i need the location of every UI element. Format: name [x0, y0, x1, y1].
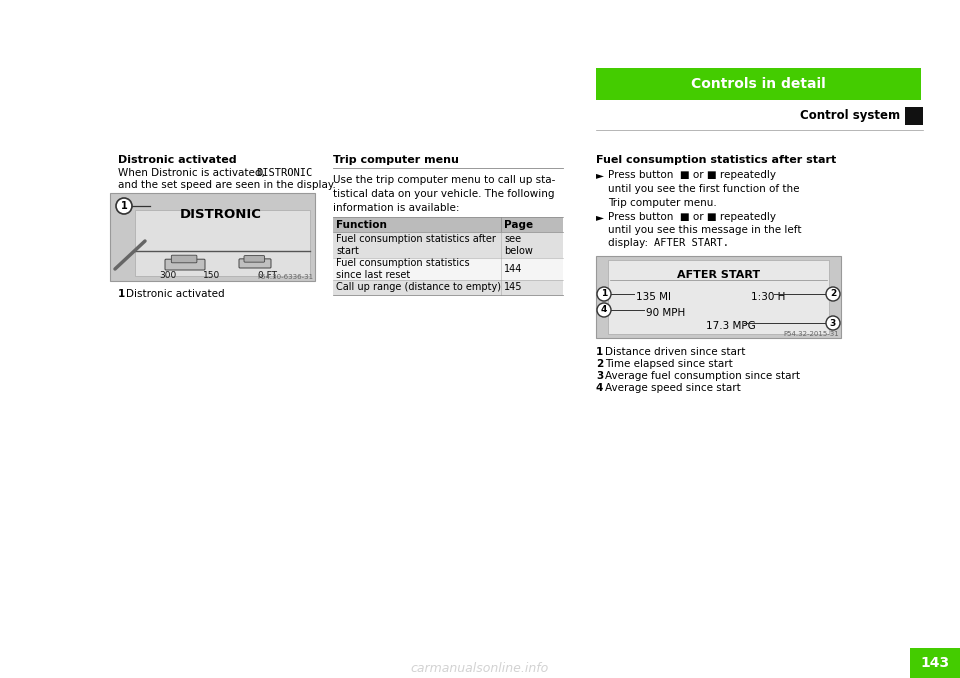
Text: When Distronic is activated,: When Distronic is activated, — [118, 168, 268, 178]
Bar — [333, 217, 563, 232]
Text: Press button  ■ or ■ repeatedly: Press button ■ or ■ repeatedly — [608, 212, 776, 222]
Text: ►: ► — [596, 212, 604, 222]
FancyBboxPatch shape — [239, 259, 271, 268]
Text: and the set speed are seen in the display.: and the set speed are seen in the displa… — [118, 180, 336, 190]
FancyBboxPatch shape — [244, 256, 265, 262]
Bar — [333, 280, 563, 295]
Text: P54.30-6336-31: P54.30-6336-31 — [257, 274, 313, 280]
Text: 300: 300 — [159, 271, 177, 280]
Text: 135 MI: 135 MI — [636, 292, 671, 302]
Text: 2: 2 — [829, 290, 836, 298]
Circle shape — [597, 303, 611, 317]
Text: Fuel consumption statistics after start: Fuel consumption statistics after start — [596, 155, 836, 165]
Text: DISTRONIC: DISTRONIC — [180, 208, 261, 221]
Bar — [333, 232, 563, 258]
Text: Call up range (distance to empty): Call up range (distance to empty) — [336, 283, 501, 292]
Text: 4: 4 — [596, 383, 604, 393]
Text: 1: 1 — [601, 290, 607, 298]
Text: Use the trip computer menu to call up sta-
tistical data on your vehicle. The fo: Use the trip computer menu to call up st… — [333, 175, 556, 213]
Text: display:: display: — [608, 238, 652, 248]
Text: ►: ► — [596, 170, 604, 180]
Text: DISTRONIC: DISTRONIC — [256, 168, 312, 178]
Text: 150: 150 — [204, 271, 221, 280]
Text: 4: 4 — [601, 306, 607, 315]
Text: see
below: see below — [504, 234, 533, 256]
Bar — [135, 210, 310, 276]
Text: 17.3 MPG: 17.3 MPG — [706, 321, 756, 331]
Bar — [333, 258, 563, 280]
Text: 144: 144 — [504, 264, 522, 274]
Circle shape — [597, 287, 611, 301]
Text: Press button  ■ or ■ repeatedly
until you see the first function of the
Trip com: Press button ■ or ■ repeatedly until you… — [608, 170, 800, 208]
Text: Page: Page — [504, 220, 533, 229]
Text: 1:30 H: 1:30 H — [751, 292, 785, 302]
Bar — [596, 68, 921, 100]
Text: Function: Function — [336, 220, 387, 229]
Text: Distronic activated: Distronic activated — [126, 289, 225, 299]
Text: 143: 143 — [921, 656, 949, 670]
Text: 1: 1 — [121, 201, 128, 211]
Bar — [608, 260, 829, 334]
Text: Average fuel consumption since start: Average fuel consumption since start — [605, 371, 800, 381]
Bar — [910, 648, 960, 678]
Circle shape — [826, 316, 840, 330]
Text: AFTER START: AFTER START — [677, 270, 760, 280]
Bar — [905, 107, 923, 125]
Text: AFTER START.: AFTER START. — [654, 238, 729, 248]
FancyBboxPatch shape — [171, 255, 197, 263]
Text: until you see this message in the left: until you see this message in the left — [608, 225, 802, 235]
Bar — [596, 256, 841, 338]
Text: Time elapsed since start: Time elapsed since start — [605, 359, 732, 369]
Text: Average speed since start: Average speed since start — [605, 383, 741, 393]
Text: 1: 1 — [596, 347, 603, 357]
Text: 3: 3 — [596, 371, 603, 381]
Bar — [110, 193, 315, 281]
Text: 90 MPH: 90 MPH — [646, 308, 685, 318]
Text: 3: 3 — [829, 319, 836, 327]
Text: carmanualsonline.info: carmanualsonline.info — [411, 662, 549, 675]
Text: Fuel consumption statistics
since last reset: Fuel consumption statistics since last r… — [336, 258, 469, 281]
Text: Trip computer menu: Trip computer menu — [333, 155, 459, 165]
Circle shape — [116, 198, 132, 214]
Text: P54.32-2015-31: P54.32-2015-31 — [783, 331, 839, 337]
FancyBboxPatch shape — [165, 259, 205, 270]
Text: Control system: Control system — [800, 110, 900, 123]
Text: 145: 145 — [504, 283, 522, 292]
Text: Distance driven since start: Distance driven since start — [605, 347, 745, 357]
Text: 1: 1 — [118, 289, 125, 299]
Text: Controls in detail: Controls in detail — [691, 77, 826, 91]
Text: Fuel consumption statistics after
start: Fuel consumption statistics after start — [336, 234, 496, 256]
Text: 0 FT: 0 FT — [258, 271, 277, 280]
Text: 2: 2 — [596, 359, 603, 369]
Circle shape — [826, 287, 840, 301]
Text: Distronic activated: Distronic activated — [118, 155, 236, 165]
